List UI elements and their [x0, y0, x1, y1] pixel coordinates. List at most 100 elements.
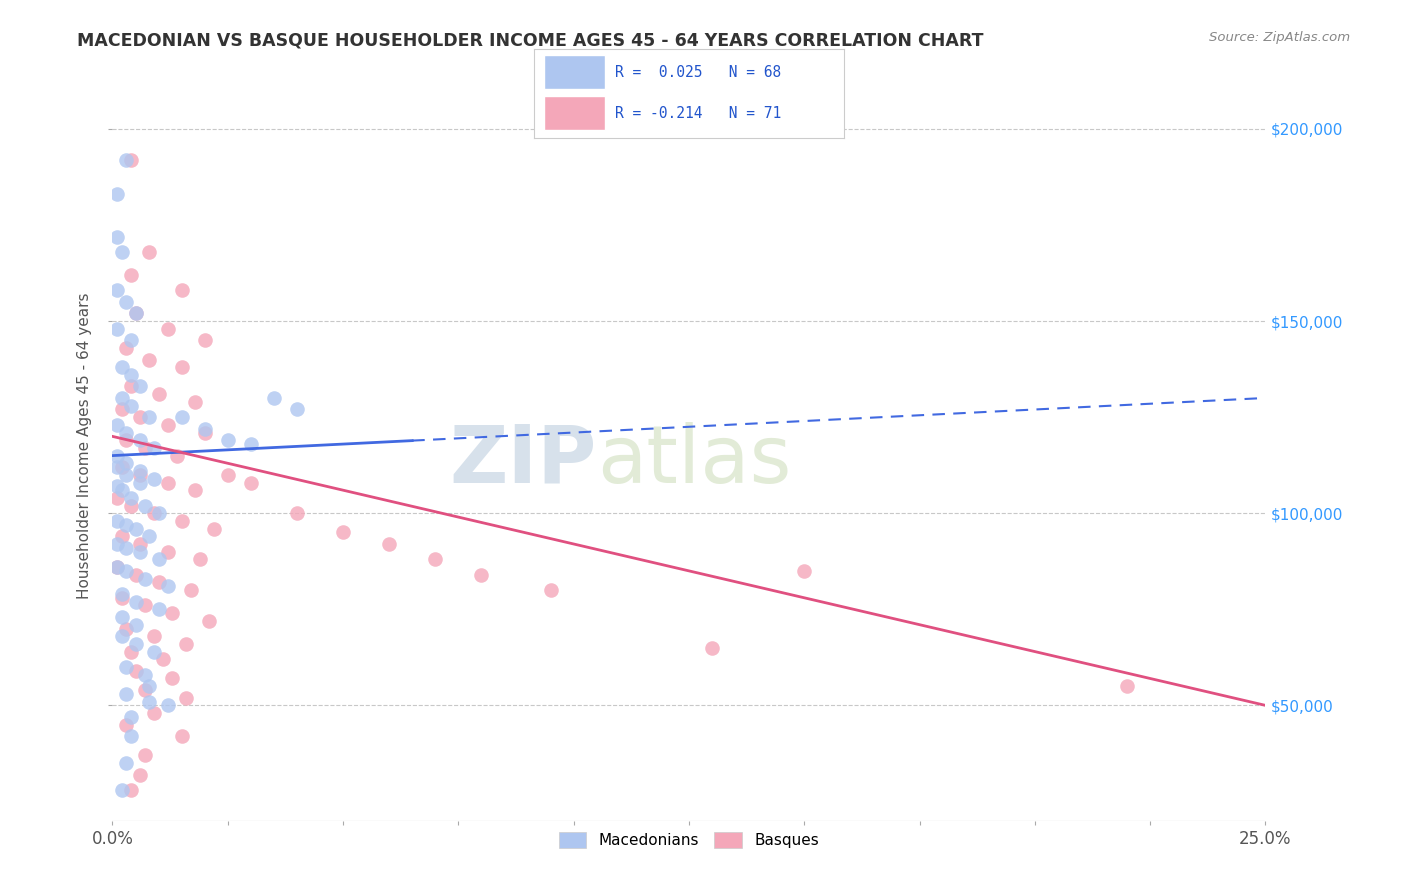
Point — [111, 402, 134, 417]
Point — [143, 706, 166, 720]
Point — [188, 552, 211, 566]
Point — [138, 244, 160, 259]
Point — [198, 614, 221, 628]
Point — [105, 187, 128, 202]
Point — [105, 560, 128, 574]
Point — [148, 575, 170, 590]
Point — [105, 514, 128, 528]
FancyBboxPatch shape — [544, 96, 606, 130]
Point — [111, 460, 134, 475]
Point — [105, 460, 128, 475]
Point — [217, 467, 239, 482]
Point — [105, 479, 128, 493]
Point — [105, 491, 128, 505]
Point — [170, 360, 193, 375]
Point — [156, 579, 179, 593]
Point — [111, 360, 134, 375]
Point — [143, 506, 166, 520]
Point — [202, 522, 225, 536]
Point — [170, 410, 193, 425]
Point — [470, 567, 492, 582]
Point — [134, 599, 156, 613]
Point — [143, 472, 166, 486]
Point — [138, 694, 160, 708]
Point — [111, 483, 134, 498]
Point — [115, 687, 138, 701]
Point — [120, 644, 142, 658]
Text: Source: ZipAtlas.com: Source: ZipAtlas.com — [1209, 31, 1350, 45]
Point — [162, 606, 184, 620]
FancyBboxPatch shape — [544, 55, 606, 89]
Point — [111, 591, 134, 605]
Point — [115, 467, 138, 482]
Point — [129, 467, 152, 482]
Point — [129, 464, 152, 478]
Point — [115, 541, 138, 555]
Point — [156, 475, 179, 490]
Y-axis label: Householder Income Ages 45 - 64 years: Householder Income Ages 45 - 64 years — [77, 293, 93, 599]
Point — [170, 729, 193, 743]
Point — [134, 441, 156, 455]
Point — [111, 629, 134, 643]
Point — [156, 698, 179, 713]
Point — [124, 567, 146, 582]
Point — [111, 610, 134, 624]
Point — [184, 483, 207, 498]
Text: atlas: atlas — [596, 422, 792, 500]
Point — [120, 268, 142, 282]
Point — [120, 499, 142, 513]
Point — [115, 660, 138, 674]
Point — [115, 622, 138, 636]
Point — [170, 514, 193, 528]
Point — [115, 425, 138, 440]
Point — [124, 522, 146, 536]
Point — [105, 284, 128, 298]
Point — [120, 334, 142, 348]
Point — [170, 284, 193, 298]
Point — [184, 394, 207, 409]
Point — [129, 544, 152, 558]
Point — [285, 402, 308, 417]
Point — [129, 410, 152, 425]
Point — [129, 475, 152, 490]
Point — [194, 334, 217, 348]
Point — [129, 434, 152, 448]
Point — [174, 690, 197, 705]
Point — [332, 525, 354, 540]
Point — [217, 434, 239, 448]
Point — [111, 529, 134, 543]
Point — [111, 783, 134, 797]
Point — [425, 552, 447, 566]
Point — [134, 748, 156, 763]
Point — [194, 425, 217, 440]
Point — [148, 506, 170, 520]
Point — [540, 583, 562, 598]
Point — [124, 306, 146, 320]
Point — [120, 491, 142, 505]
Point — [143, 441, 166, 455]
Text: ZIP: ZIP — [450, 422, 596, 500]
Point — [120, 783, 142, 797]
Point — [134, 667, 156, 681]
Point — [138, 352, 160, 367]
Point — [174, 637, 197, 651]
Point — [115, 717, 138, 731]
Point — [156, 544, 179, 558]
Legend: Macedonians, Basques: Macedonians, Basques — [553, 826, 825, 855]
Point — [129, 537, 152, 551]
Point — [115, 517, 138, 532]
Point — [138, 679, 160, 693]
Point — [239, 475, 262, 490]
Point — [115, 564, 138, 578]
Point — [134, 572, 156, 586]
Point — [124, 664, 146, 678]
Point — [111, 244, 134, 259]
Point — [115, 456, 138, 470]
Point — [105, 229, 128, 244]
Point — [156, 322, 179, 336]
Point — [143, 629, 166, 643]
Point — [793, 564, 815, 578]
Point — [194, 422, 217, 436]
Point — [115, 153, 138, 167]
Point — [138, 410, 160, 425]
